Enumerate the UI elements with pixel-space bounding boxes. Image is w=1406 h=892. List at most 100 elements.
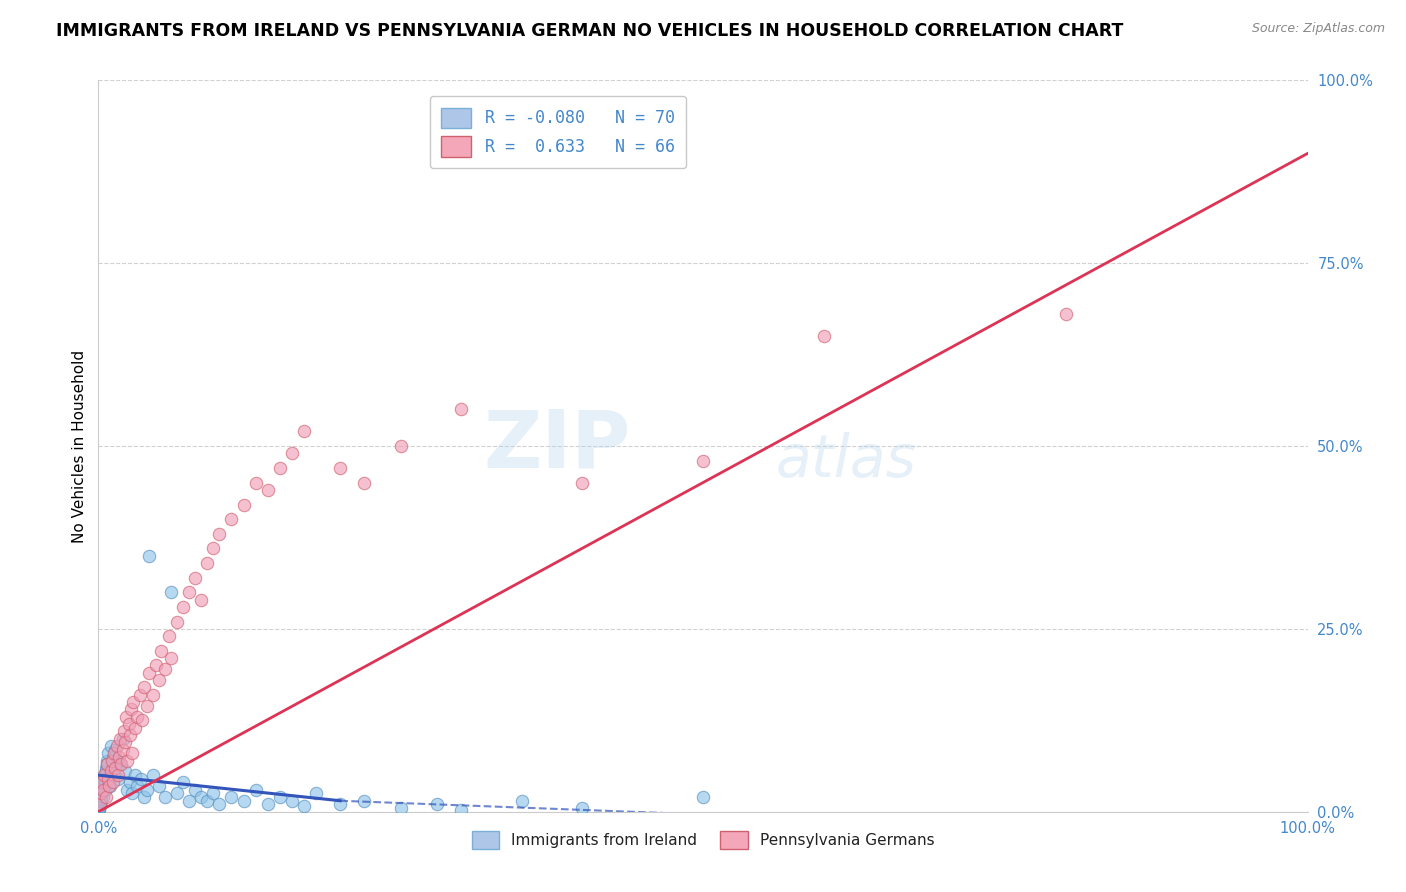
Point (89, 801, 111, 815)
Point (353, 475, 375, 490)
Point (98, 779, 121, 793)
Point (190, 790, 212, 805)
Point (117, 782, 139, 797)
Point (150, 644, 173, 658)
Point (96, 764, 118, 779)
Point (245, 782, 267, 797)
Point (157, 629, 180, 643)
Point (104, 761, 127, 775)
Point (426, 797, 449, 812)
Point (450, 402, 472, 417)
Point (142, 688, 165, 702)
Point (91, 782, 114, 797)
Point (145, 658, 167, 673)
Point (110, 757, 132, 772)
Point (107, 772, 129, 786)
Point (90, 787, 112, 801)
Point (135, 698, 157, 713)
Point (115, 709, 138, 723)
Point (124, 721, 146, 735)
Point (100, 764, 122, 779)
Point (104, 742, 127, 756)
Point (121, 746, 143, 760)
Point (97, 775, 120, 789)
Point (195, 794, 218, 808)
Point (112, 724, 135, 739)
Point (96, 757, 118, 772)
Point (114, 735, 136, 749)
Point (107, 768, 129, 782)
Point (118, 728, 141, 742)
Point (142, 768, 165, 782)
Point (89, 790, 111, 805)
Point (232, 498, 254, 512)
Point (166, 615, 188, 629)
Point (1054, 307, 1077, 321)
Point (127, 779, 149, 793)
Point (292, 798, 315, 813)
Point (108, 757, 131, 772)
Point (692, 453, 714, 467)
Point (127, 709, 149, 723)
Point (135, 782, 157, 797)
Point (184, 571, 207, 585)
Point (208, 526, 231, 541)
Point (121, 787, 143, 801)
Point (389, 801, 412, 815)
Point (179, 794, 201, 808)
Point (353, 794, 375, 808)
Point (172, 775, 194, 789)
Point (245, 475, 267, 490)
Point (93, 772, 115, 786)
Text: Source: ZipAtlas.com: Source: ZipAtlas.com (1251, 22, 1385, 36)
Legend: Immigrants from Ireland, Pennsylvania Germans: Immigrants from Ireland, Pennsylvania Ge… (465, 824, 941, 855)
Point (129, 772, 152, 786)
Point (97, 772, 120, 786)
Point (166, 787, 188, 801)
Point (108, 731, 131, 746)
Point (105, 739, 128, 753)
Point (172, 599, 194, 614)
Point (148, 673, 170, 687)
Point (281, 446, 304, 460)
Point (571, 801, 593, 815)
Point (118, 775, 141, 789)
Point (269, 461, 291, 475)
Point (329, 461, 352, 475)
Point (269, 790, 291, 805)
Point (256, 483, 278, 497)
Point (100, 761, 122, 775)
Point (100, 739, 122, 753)
Point (122, 695, 145, 709)
Point (103, 746, 125, 760)
Point (90, 791, 112, 805)
Point (108, 749, 131, 764)
Point (90, 782, 112, 797)
Text: ZIP: ZIP (484, 407, 630, 485)
Point (117, 754, 139, 768)
Point (131, 714, 153, 728)
Point (232, 794, 254, 808)
Point (184, 782, 207, 797)
Point (221, 790, 243, 805)
Point (118, 717, 141, 731)
Point (208, 797, 231, 812)
Point (148, 779, 170, 793)
Point (87, 803, 110, 817)
Point (93, 768, 115, 782)
Point (111, 742, 134, 756)
Point (138, 665, 160, 680)
Point (91, 779, 114, 793)
Point (134, 790, 156, 805)
Point (97, 746, 120, 760)
Point (292, 425, 315, 439)
Point (124, 768, 146, 782)
Point (94, 782, 117, 797)
Point (153, 662, 176, 676)
Point (89, 797, 111, 812)
Point (98, 779, 121, 793)
Point (90, 794, 112, 808)
Point (571, 475, 593, 490)
Point (93, 768, 115, 782)
Point (153, 790, 176, 805)
